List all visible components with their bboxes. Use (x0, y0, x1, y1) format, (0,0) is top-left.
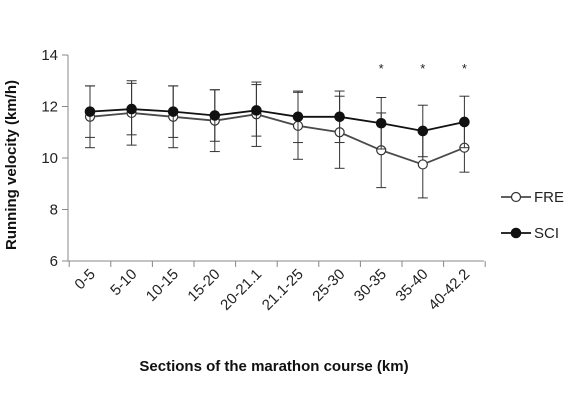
legend-marker (510, 191, 522, 203)
data-point (126, 103, 137, 115)
series-sci (84, 82, 470, 158)
data-point (251, 105, 262, 116)
data-point (417, 159, 428, 170)
data-point (292, 111, 304, 123)
data-point (167, 106, 179, 117)
y-tick-label: 6 (50, 253, 58, 270)
legend-label: FRE (534, 189, 564, 206)
x-tick-label: 10-15 (143, 266, 182, 305)
significance-star: * (462, 61, 467, 76)
data-point (334, 111, 345, 123)
x-tick-label: 15-20 (184, 266, 223, 305)
data-point (84, 106, 96, 117)
x-tick-label: 35-40 (392, 266, 431, 305)
legend-item-fre: FRE (501, 189, 564, 206)
x-tick-label: 5-10 (107, 266, 140, 299)
legend-label: SCI (534, 225, 559, 242)
x-tick-label: 40-42.2 (425, 266, 473, 314)
x-tick-label: 20-21.1 (217, 266, 265, 314)
data-point (417, 125, 429, 137)
series-line (89, 112, 465, 166)
chart-legend: FRE SCI (501, 189, 564, 242)
legend-marker (510, 227, 522, 239)
significance-star: * (420, 61, 425, 76)
y-tick-label: 14 (41, 47, 58, 64)
y-axis-title: Running velocity (km/h) (3, 80, 20, 250)
y-tick-label: 10 (41, 150, 58, 167)
x-axis-title: Sections of the marathon course (km) (139, 358, 408, 375)
y-tick-label: 12 (41, 99, 58, 116)
legend-item-sci: SCI (501, 225, 559, 242)
series-fre (84, 80, 470, 199)
x-tick-label: 21.1-25 (259, 266, 307, 314)
data-point (459, 116, 470, 128)
chart-axes (62, 54, 486, 267)
y-tick-labels: 6 8 10 12 14 (41, 47, 58, 270)
significance-annotations: * * * (379, 61, 467, 76)
series-line (89, 108, 465, 132)
x-tick-label: 0-5 (71, 266, 98, 293)
series-layer (84, 80, 470, 199)
data-point (375, 117, 387, 129)
data-point (209, 110, 221, 121)
significance-star: * (379, 61, 384, 76)
x-tick-label: 30-35 (351, 266, 390, 305)
y-tick-label: 8 (50, 202, 58, 219)
x-tick-label: 25-30 (309, 266, 348, 305)
